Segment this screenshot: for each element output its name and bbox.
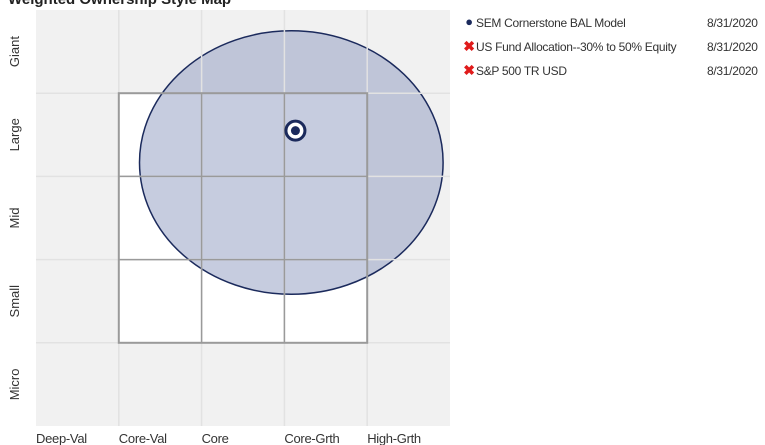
legend-date: 8/31/2020	[707, 64, 758, 78]
legend-date: 8/31/2020	[707, 16, 758, 30]
legend-series-name: SEM Cornerstone BAL Model	[476, 16, 626, 30]
y-tick-label: Small	[7, 285, 22, 318]
legend: ● SEM Cornerstone BAL Model 8/31/2020 ✖ …	[462, 12, 765, 84]
legend-item: ✖ S&P 500 TR USD 8/31/2020	[462, 60, 765, 84]
chart-title: Weighted Ownership Style Map	[8, 0, 231, 8]
legend-item: ✖ US Fund Allocation--30% to 50% Equity …	[462, 36, 765, 60]
legend-series-name: US Fund Allocation--30% to 50% Equity	[476, 40, 677, 54]
legend-item: ● SEM Cornerstone BAL Model 8/31/2020	[462, 12, 765, 36]
core-style-box	[117, 92, 369, 344]
y-tick-label: Giant	[7, 36, 22, 67]
legend-series-name: S&P 500 TR USD	[476, 64, 567, 78]
x-icon: ✖	[463, 38, 475, 54]
dot-icon: ●	[465, 14, 473, 29]
centroid-marker-dot	[290, 126, 300, 136]
style-map-chart: Deep-Val Core-Val Core Core-Grth High-Grth Mi…	[7, 10, 450, 445]
ownership-zone	[138, 30, 444, 296]
x-icon: ✖	[463, 62, 475, 78]
x-tick-label: Core-Grth	[284, 431, 339, 445]
y-tick-label: Micro	[7, 369, 22, 401]
x-tick-label: High-Grth	[367, 431, 421, 445]
x-tick-label: Deep-Val	[36, 431, 87, 445]
x-tick-label: Core	[202, 431, 229, 445]
x-tick-label: Core-Val	[119, 431, 167, 445]
legend-date: 8/31/2020	[707, 40, 758, 54]
y-tick-label: Large	[7, 118, 22, 151]
y-tick-label: Mid	[7, 208, 22, 229]
